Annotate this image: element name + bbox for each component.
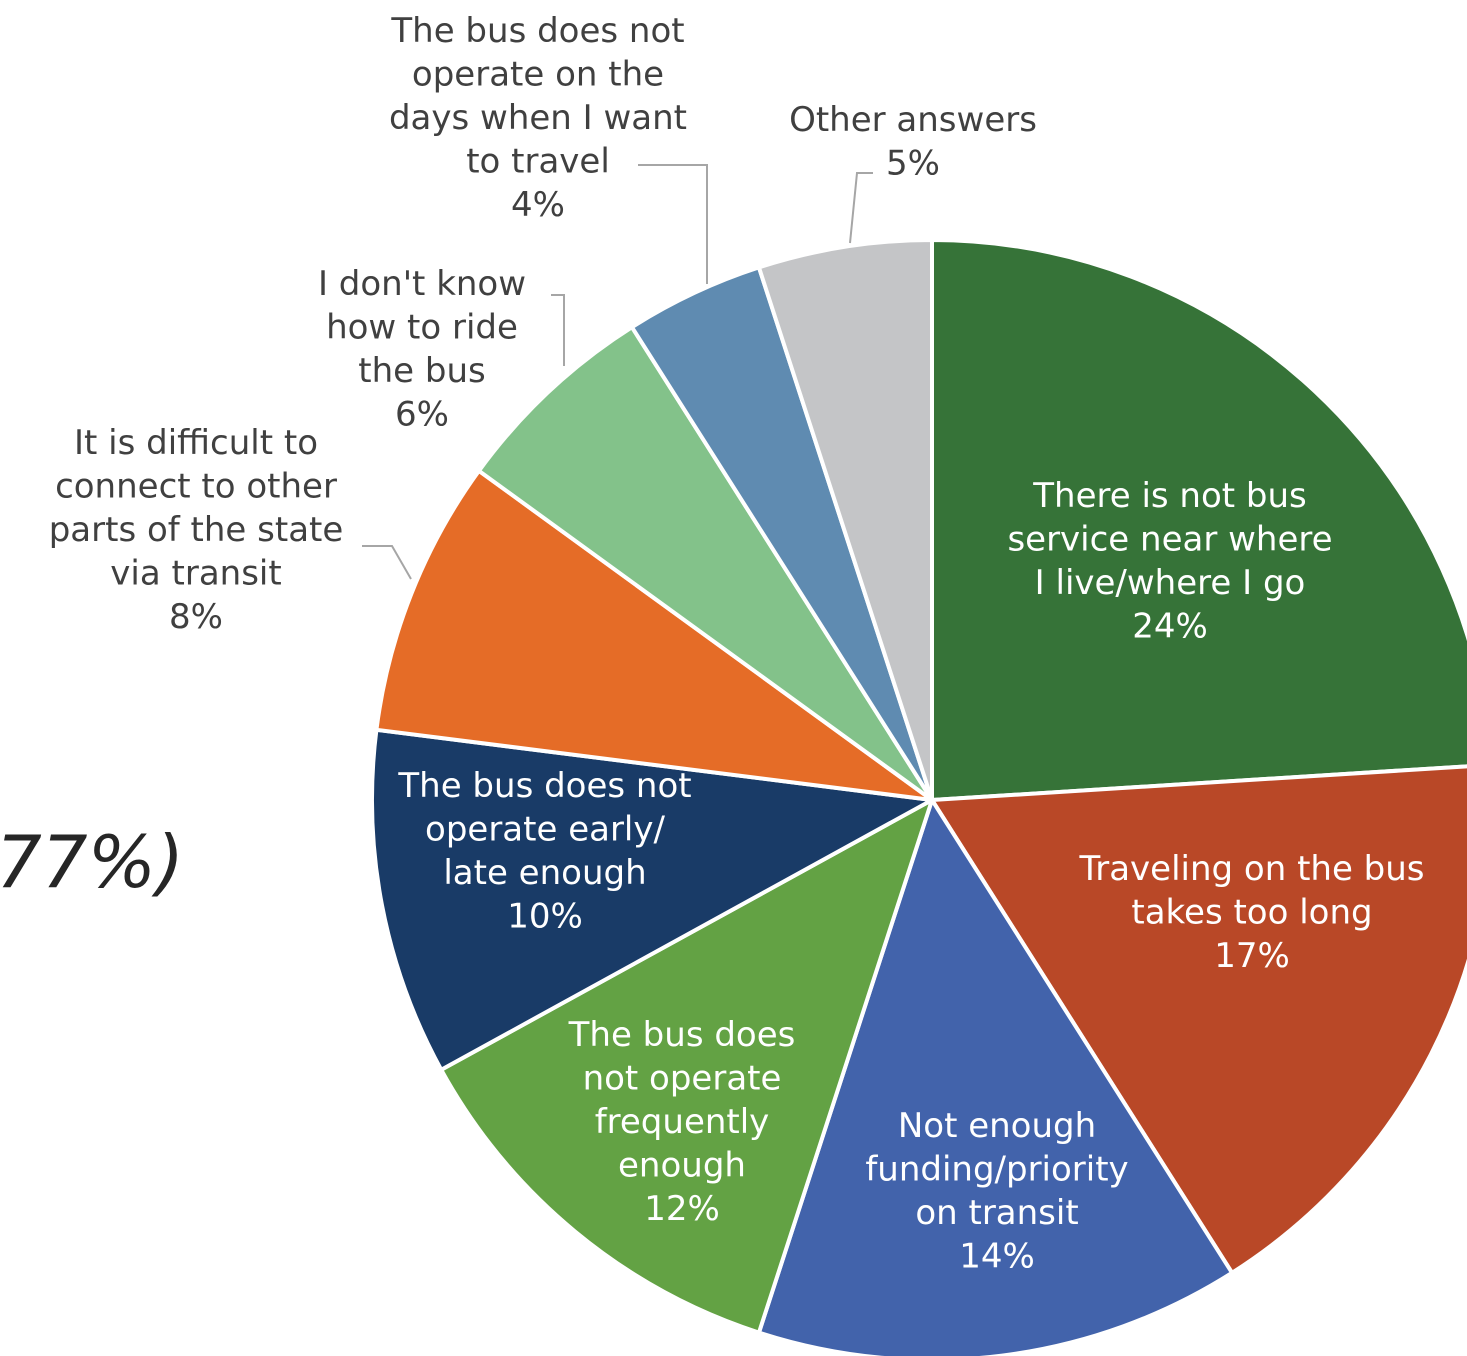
pie-slice [930, 238, 1467, 802]
pie-slice [374, 468, 934, 802]
slice-label: There is not bus service near where I live… [1007, 476, 1332, 647]
leader-line [638, 164, 708, 284]
pie-slice [930, 764, 1467, 1275]
pie-slice [370, 727, 934, 1072]
leader-line [362, 545, 412, 580]
leader-line [551, 294, 565, 366]
slice-label: Not enough funding/priority on transit 14% [865, 1106, 1128, 1277]
slice-label: It is difficult to connect to other parts … [49, 423, 344, 637]
slice-label: Traveling on the bus takes too long 17% [1078, 849, 1424, 976]
slice-label: The bus does not operate on the days when … [389, 11, 687, 225]
pie-slice [756, 238, 934, 802]
slice-label: The bus does not operate frequently enough 1… [568, 1015, 796, 1229]
pie-slice [439, 798, 934, 1335]
pie-slice [756, 798, 1235, 1356]
slice-label: I don't know how to ride the bus 6% [318, 264, 526, 435]
slice-label: The bus does not operate early/late enoug… [397, 766, 691, 937]
pie-slice [476, 325, 934, 802]
cropped-percent-text: 77%) [0, 820, 185, 904]
slice-label: Other answers 5% [789, 100, 1037, 184]
leader-line [849, 172, 873, 244]
